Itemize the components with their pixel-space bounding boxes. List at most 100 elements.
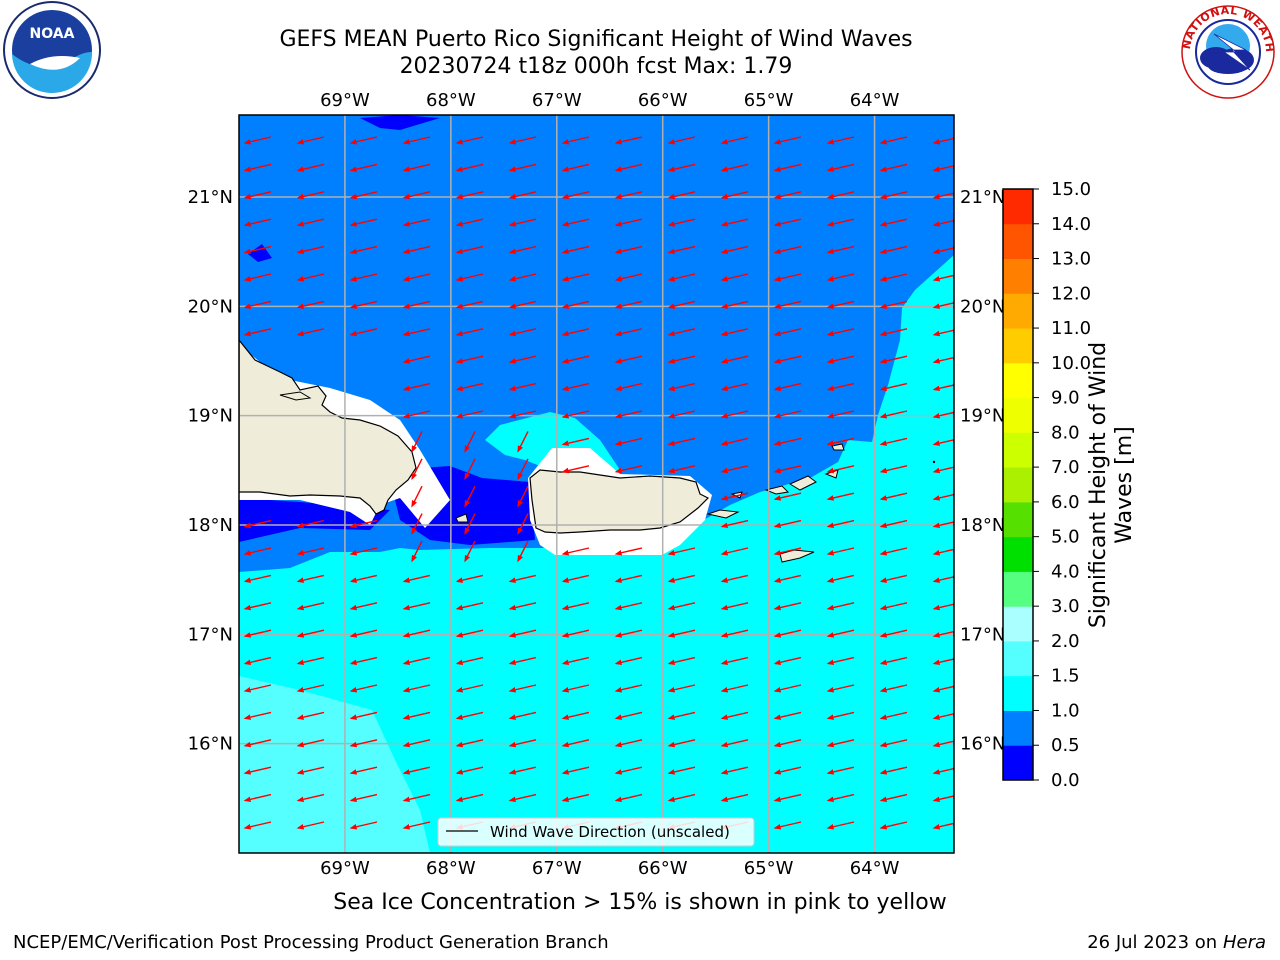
wave-arrow bbox=[614, 437, 643, 446]
wave-arrow bbox=[879, 547, 908, 556]
wave-arrow bbox=[932, 329, 954, 337]
wave-arrow bbox=[402, 355, 431, 364]
wave-arrow bbox=[932, 356, 954, 364]
wave-arrow bbox=[561, 355, 590, 364]
wave-arrow bbox=[561, 711, 590, 720]
wave-arrow bbox=[614, 574, 643, 583]
wave-arrow bbox=[932, 439, 954, 446]
wave-arrow bbox=[561, 793, 590, 803]
wave-arrow bbox=[826, 382, 855, 392]
wave-arrow bbox=[667, 273, 696, 282]
wave-arrow bbox=[455, 163, 484, 172]
lon-tick-top--69: 69°W bbox=[320, 90, 370, 111]
wave-arrow bbox=[879, 410, 908, 419]
wave-arrow bbox=[773, 656, 802, 666]
wave-arrow bbox=[243, 547, 272, 556]
wave-arrow bbox=[614, 300, 643, 309]
colorbar-label-1.5: 1.5 bbox=[1051, 666, 1080, 687]
footer-host: Hera bbox=[1222, 932, 1266, 953]
wave-arrow bbox=[932, 493, 954, 501]
wave-arrow bbox=[826, 684, 855, 693]
land-puerto-rico bbox=[529, 469, 710, 534]
wave-arrow bbox=[402, 191, 431, 200]
lon-tick-bottom--66: 66°W bbox=[638, 858, 688, 879]
wave-band-1.5-2.0 bbox=[239, 676, 430, 853]
noaa-logo-text: NOAA bbox=[30, 26, 75, 42]
wave-arrow bbox=[455, 793, 484, 803]
wave-arrow bbox=[243, 602, 272, 611]
wave-arrow bbox=[243, 766, 272, 775]
wave-arrow bbox=[879, 519, 908, 529]
colorbar-segment-2.0 bbox=[1003, 606, 1033, 642]
wave-arrow bbox=[614, 656, 643, 666]
colorbar-segment-6.0 bbox=[1003, 467, 1033, 503]
lon-tick-top--65: 65°W bbox=[744, 90, 794, 111]
wave-arrow bbox=[402, 273, 431, 282]
wave-arrow bbox=[879, 300, 908, 309]
wave-arrow bbox=[455, 136, 484, 145]
wave-arrow bbox=[773, 602, 802, 611]
wave-arrow bbox=[402, 656, 431, 666]
wave-arrow bbox=[561, 273, 590, 282]
wave-arrow bbox=[932, 822, 954, 830]
wave-arrow bbox=[773, 273, 802, 282]
wave-arrow bbox=[402, 629, 431, 638]
map-frame bbox=[238, 114, 955, 854]
wave-arrow bbox=[614, 245, 643, 255]
wave-arrow bbox=[243, 821, 272, 830]
land-vieques bbox=[706, 509, 740, 519]
wave-arrow bbox=[720, 273, 749, 282]
wave-arrow bbox=[720, 711, 749, 720]
lon-tick-bottom--69: 69°W bbox=[320, 858, 370, 879]
wave-arrow bbox=[826, 821, 855, 830]
wave-arrow bbox=[826, 136, 855, 145]
wave-arrow bbox=[773, 684, 802, 693]
wave-arrow bbox=[455, 245, 484, 255]
colorbar-label-9.0: 9.0 bbox=[1051, 388, 1080, 409]
wave-arrow bbox=[826, 355, 855, 364]
lon-tick-top--68: 68°W bbox=[426, 90, 476, 111]
colorbar-frame bbox=[1002, 188, 1034, 781]
wave-arrow bbox=[826, 300, 855, 309]
lat-tick-left-18: 18°N bbox=[188, 515, 233, 536]
footer-date: 26 Jul 2023 on bbox=[1087, 932, 1223, 953]
colorbar-label-13.0: 13.0 bbox=[1051, 249, 1091, 270]
wave-arrow bbox=[402, 245, 431, 255]
wave-arrow bbox=[402, 821, 431, 830]
wave-arrow bbox=[773, 328, 802, 337]
wave-arrow bbox=[773, 191, 802, 200]
wave-arrow bbox=[455, 328, 484, 337]
wave-arrow bbox=[879, 163, 908, 172]
wave-arrow bbox=[349, 602, 378, 611]
wave-arrow bbox=[879, 711, 908, 720]
wave-arrow bbox=[667, 684, 696, 693]
wave-arrow bbox=[508, 355, 537, 364]
wave-arrow bbox=[402, 793, 431, 803]
wave-arrow bbox=[508, 191, 537, 200]
wave-arrow bbox=[773, 629, 802, 638]
wave-arrow bbox=[667, 163, 696, 172]
wave-arrow bbox=[773, 163, 802, 172]
wave-arrow bbox=[508, 602, 537, 611]
wave-arrow bbox=[932, 603, 954, 611]
wave-arrow bbox=[720, 191, 749, 200]
wave-arrow bbox=[614, 547, 643, 556]
wave-arrow bbox=[667, 547, 696, 556]
wave-arrow bbox=[720, 602, 749, 611]
wave-arrow bbox=[667, 766, 696, 775]
wave-arrow bbox=[720, 547, 749, 556]
wave-arrow bbox=[614, 739, 643, 748]
wave-arrow bbox=[402, 300, 431, 309]
colorbar-segment-1.0 bbox=[1003, 675, 1033, 711]
wave-arrow bbox=[561, 382, 590, 392]
wave-arrow bbox=[561, 245, 590, 255]
footer-right: 26 Jul 2023 on Hera bbox=[1087, 932, 1266, 953]
wave-arrow bbox=[508, 410, 537, 419]
wave-arrow bbox=[455, 574, 484, 583]
wave-arrow bbox=[455, 602, 484, 611]
wave-arrow bbox=[402, 711, 431, 720]
wave-arrow bbox=[243, 136, 272, 145]
wave-arrow bbox=[243, 656, 272, 666]
wave-arrow bbox=[243, 629, 272, 638]
